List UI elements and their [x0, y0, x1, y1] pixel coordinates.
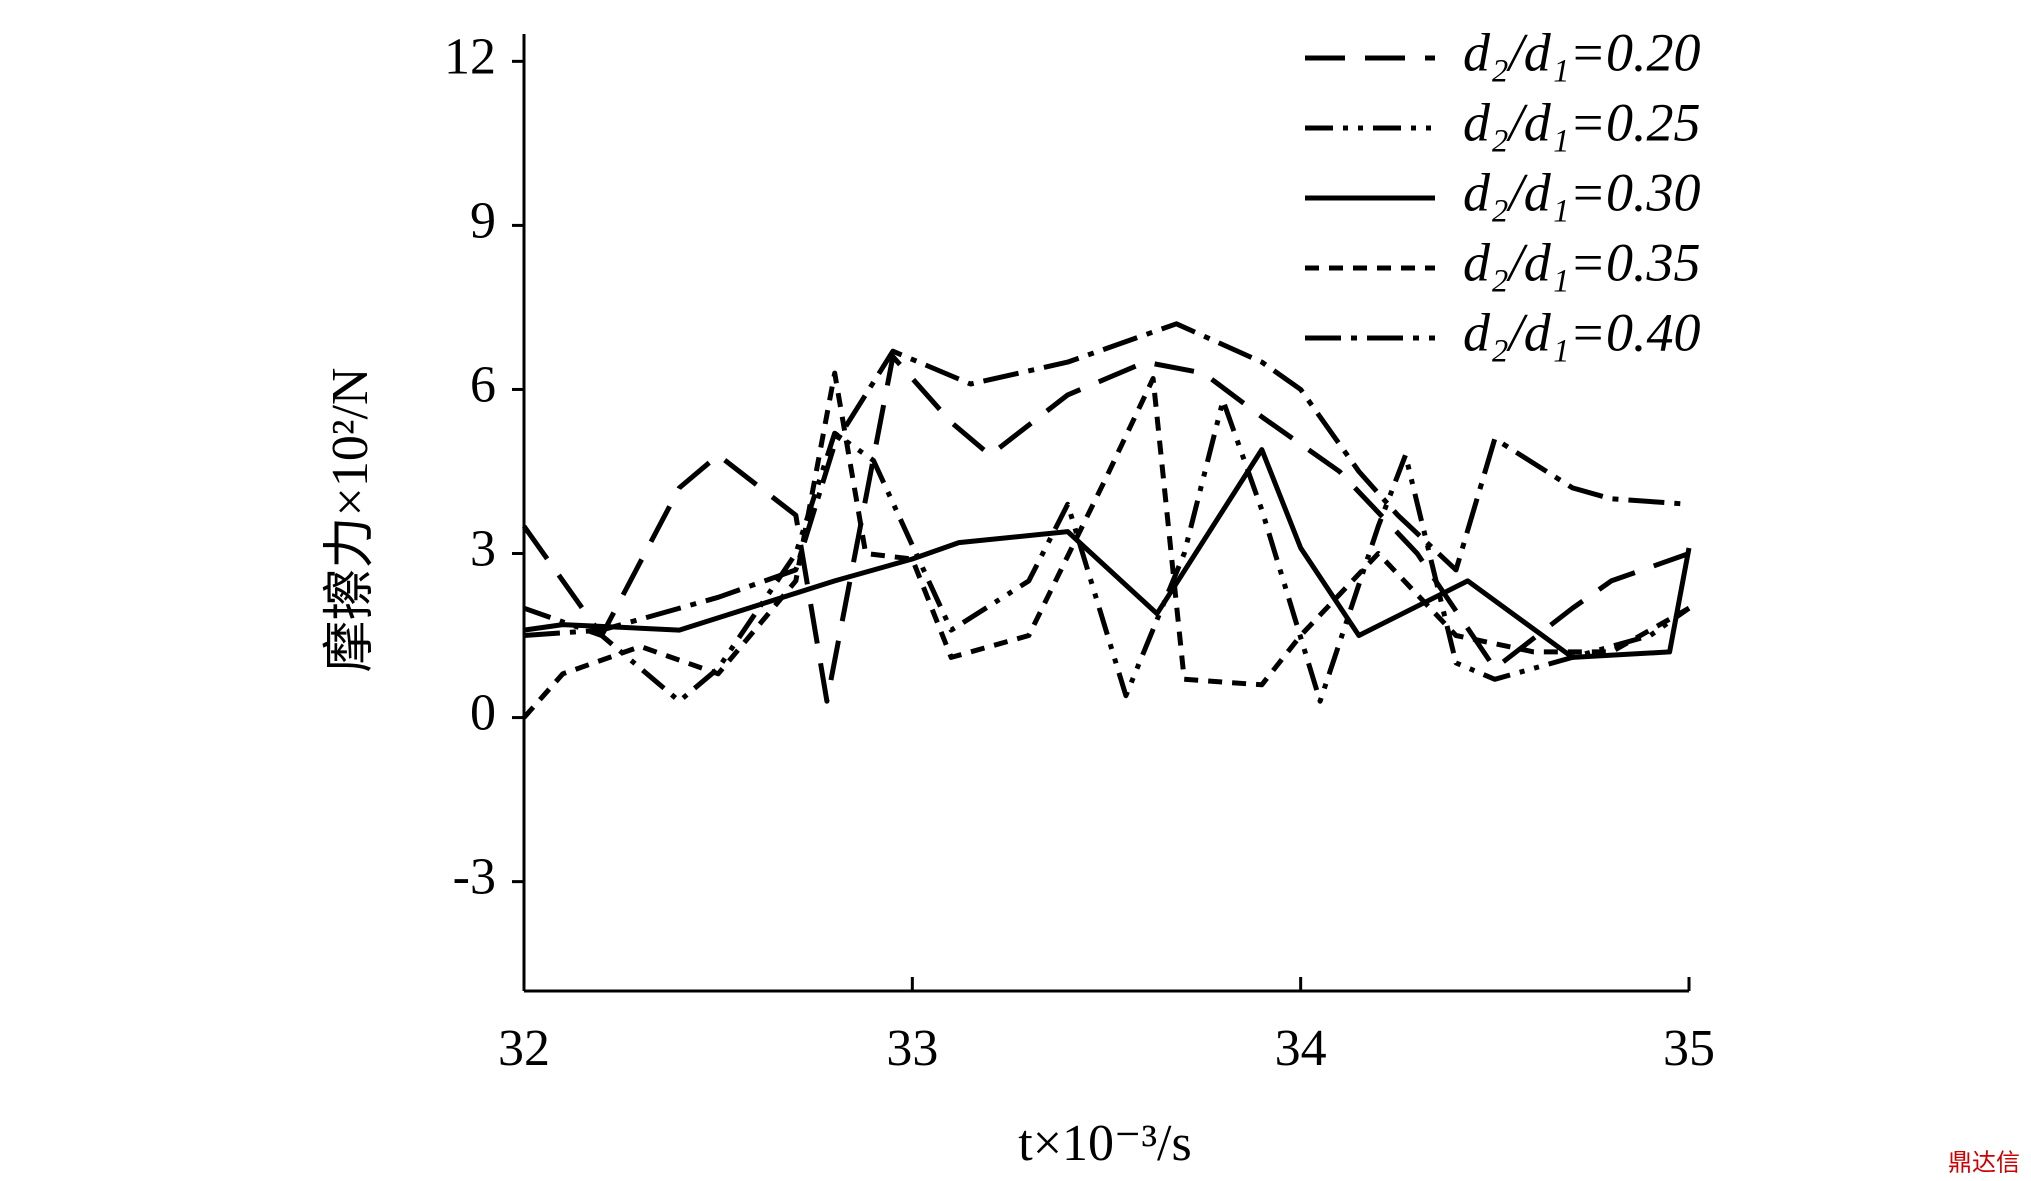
- y-tick-label: 12: [444, 28, 496, 85]
- legend-label: d₂/d₁=0.35: [1463, 232, 1701, 292]
- x-tick-label: 35: [1663, 1020, 1715, 1077]
- data-line: [522, 370, 1691, 720]
- legend-label: d₂/d₁=0.25: [1463, 92, 1701, 152]
- y-tick-label: 6: [470, 356, 496, 413]
- y-tick-label: 9: [470, 192, 496, 249]
- y-tick-label: -3: [453, 849, 496, 906]
- data-line: [523, 447, 1692, 660]
- x-tick-label: 34: [1275, 1020, 1327, 1077]
- y-axis-label: 摩擦力×10²/N: [322, 368, 379, 673]
- y-tick-label: 0: [470, 685, 496, 742]
- y-tick-label: 3: [470, 520, 496, 577]
- legend-label: d₂/d₁=0.30: [1463, 162, 1701, 222]
- x-axis-label: t×10⁻³/s: [1018, 1115, 1192, 1172]
- data-line: [523, 321, 1690, 638]
- legend-label: d₂/d₁=0.40: [1463, 302, 1701, 362]
- x-tick-label: 33: [886, 1020, 938, 1077]
- x-tick-label: 32: [498, 1020, 550, 1077]
- legend-label: d₂/d₁=0.20: [1463, 22, 1701, 82]
- data-line: [521, 354, 1690, 704]
- watermark: 鼎达信: [1948, 1150, 2020, 1177]
